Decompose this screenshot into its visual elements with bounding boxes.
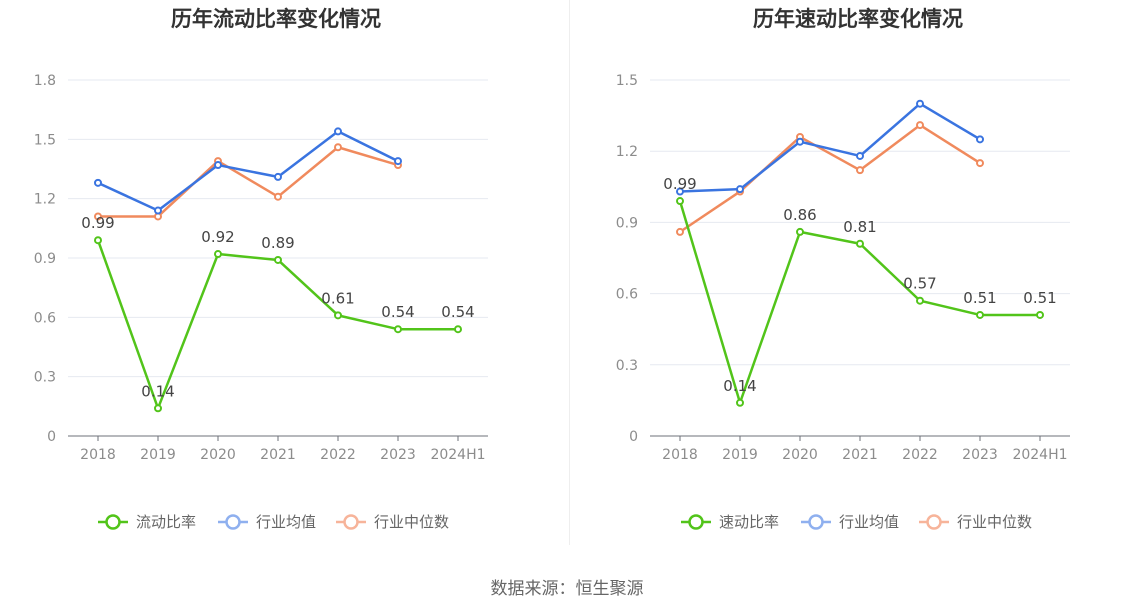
data-point (454, 325, 462, 334)
data-point (214, 250, 222, 259)
data-point (154, 206, 162, 215)
data-point (916, 296, 924, 305)
data-point (976, 135, 984, 144)
data-point (334, 311, 342, 320)
data-point (154, 404, 162, 413)
data-point (94, 178, 102, 187)
y-tick-label: 0.3 (34, 370, 56, 386)
data-point (676, 197, 684, 206)
data-label: 0.14 (141, 382, 174, 400)
legend-label: 速动比率 (719, 513, 779, 531)
data-point (856, 166, 864, 175)
y-tick-label: 1.5 (616, 73, 638, 89)
data-source-note: 数据来源：恒生聚源 (490, 579, 644, 599)
data-label: 0.81 (843, 218, 876, 236)
data-point (676, 187, 684, 196)
data-point (976, 159, 984, 168)
data-point (274, 192, 282, 201)
data-label: 0.54 (381, 303, 414, 321)
data-point (1036, 310, 1044, 319)
chart-title: 历年速动比率变化情况 (753, 7, 963, 31)
legend-label: 行业均值 (839, 513, 899, 531)
data-label: 0.99 (81, 214, 114, 232)
data-point (94, 212, 102, 221)
x-tick-label: 2020 (782, 447, 818, 463)
y-tick-label: 0.9 (616, 215, 638, 231)
chart-panel-2: 历年速动比率变化情况 0 0.3 0.6 0.9 1.2 1.5 2018 2019 2020 20… (616, 7, 1070, 531)
chart-panel-1: 历年流动比率变化情况 0 0.3 0.6 0.9 1.2 1.5 1.8 2018 2019 202… (34, 7, 488, 531)
data-label: 0.89 (261, 234, 294, 252)
legend-label: 行业均值 (256, 513, 316, 531)
x-tick-label: 2022 (902, 447, 938, 463)
data-point (274, 255, 282, 264)
data-point (394, 325, 402, 334)
series-line-3 (679, 123, 981, 233)
chart-divider (569, 0, 570, 545)
data-point (334, 127, 342, 136)
data-label: 0.14 (723, 377, 756, 395)
y-tick-label: 0.6 (34, 310, 56, 326)
legend-label: 行业中位数 (957, 513, 1032, 531)
legend-marker (808, 514, 824, 530)
data-point (796, 137, 804, 146)
data-point (916, 99, 924, 108)
data-point (856, 239, 864, 248)
x-tick-label: 2023 (962, 447, 998, 463)
data-point (334, 143, 342, 152)
data-point (856, 151, 864, 160)
x-tick-label: 2023 (380, 447, 416, 463)
data-point (736, 185, 744, 194)
x-tick-label: 2024H1 (430, 447, 485, 463)
y-tick-label: 1.2 (616, 144, 638, 160)
data-point (916, 121, 924, 130)
data-label: 0.92 (201, 228, 234, 246)
data-point (394, 157, 402, 166)
y-tick-label: 1.8 (34, 73, 56, 89)
data-point (796, 227, 804, 236)
legend-label: 行业中位数 (374, 513, 449, 531)
series-line-2 (97, 130, 399, 212)
data-label: 0.61 (321, 289, 354, 307)
chart-title: 历年流动比率变化情况 (171, 7, 381, 31)
y-tick-label: 0.9 (34, 251, 56, 267)
legend-marker (343, 514, 359, 530)
y-tick-label: 0.3 (616, 358, 638, 374)
data-point (274, 172, 282, 181)
x-tick-label: 2018 (80, 447, 116, 463)
y-tick-label: 1.2 (34, 192, 56, 208)
y-tick-label: 1.5 (34, 132, 56, 148)
data-point (676, 227, 684, 236)
ratio-charts: 历年流动比率变化情况 0 0.3 0.6 0.9 1.2 1.5 1.8 2018 2019 202… (34, 7, 1070, 531)
x-tick-label: 2018 (662, 447, 698, 463)
x-tick-label: 2021 (842, 447, 878, 463)
data-label: 0.51 (963, 289, 996, 307)
legend-marker (926, 514, 942, 530)
y-tick-label: 0 (629, 429, 638, 445)
y-tick-label: 0.6 (616, 287, 638, 303)
legend-marker (688, 514, 704, 530)
legend-marker (225, 514, 241, 530)
data-point (976, 310, 984, 319)
x-tick-label: 2022 (320, 447, 356, 463)
legend-marker (105, 514, 121, 530)
data-label: 0.99 (663, 175, 696, 193)
x-tick-label: 2019 (140, 447, 176, 463)
x-tick-label: 2019 (722, 447, 758, 463)
legend-label: 流动比率 (136, 513, 196, 531)
data-label: 0.54 (441, 303, 474, 321)
series-line-3 (98, 145, 399, 218)
data-label: 0.51 (1023, 289, 1056, 307)
data-point (94, 236, 102, 245)
data-point (736, 398, 744, 407)
data-point (214, 161, 222, 170)
data-label: 0.57 (903, 275, 936, 293)
x-tick-label: 2020 (200, 447, 236, 463)
x-tick-label: 2021 (260, 447, 296, 463)
data-label: 0.86 (783, 206, 816, 224)
y-tick-label: 0 (47, 429, 56, 445)
x-tick-label: 2024H1 (1012, 447, 1067, 463)
series-line-2 (679, 102, 981, 193)
